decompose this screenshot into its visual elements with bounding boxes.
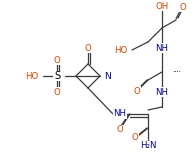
Text: ····: ···· bbox=[172, 69, 181, 75]
Text: HO: HO bbox=[114, 45, 127, 54]
Text: N: N bbox=[104, 72, 111, 81]
Text: O: O bbox=[54, 87, 60, 96]
Text: NH: NH bbox=[113, 110, 126, 119]
Text: HO: HO bbox=[25, 72, 38, 81]
Text: O: O bbox=[54, 55, 60, 65]
Text: NH: NH bbox=[155, 87, 169, 96]
Text: O: O bbox=[85, 43, 91, 52]
Text: O: O bbox=[134, 86, 140, 95]
Text: O: O bbox=[132, 133, 138, 142]
Text: O: O bbox=[180, 2, 186, 11]
Text: S: S bbox=[54, 71, 60, 81]
Text: NH: NH bbox=[155, 43, 169, 52]
Text: O: O bbox=[117, 125, 123, 134]
Text: H₂N: H₂N bbox=[140, 141, 156, 151]
Text: OH: OH bbox=[155, 1, 169, 10]
